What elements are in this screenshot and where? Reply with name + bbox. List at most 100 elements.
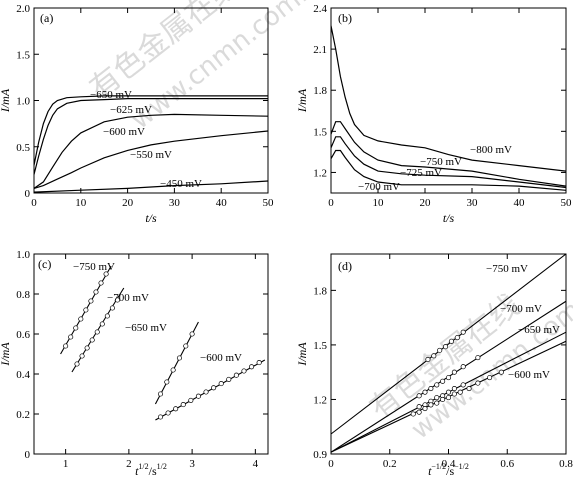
data-point xyxy=(422,389,428,395)
y-tick-label: 0.2 xyxy=(16,409,30,421)
data-point xyxy=(440,378,446,384)
x-axis-label-unit: /s xyxy=(149,464,157,478)
series-1: −800 mV xyxy=(330,25,567,172)
panel-d: 0 0.2 0.4 0.6 0.80.91.21.51.8(d)I/mAt−1/2/s−… xyxy=(295,253,573,478)
series-label: −550 mV xyxy=(130,149,172,161)
series-label: −750 mV xyxy=(420,156,462,168)
series-line xyxy=(33,180,269,193)
data-point xyxy=(74,361,80,367)
data-point xyxy=(98,280,104,286)
panel-label: (b) xyxy=(338,11,352,25)
x-tick-label: 0 xyxy=(31,197,37,209)
data-point xyxy=(451,385,457,392)
data-point xyxy=(211,385,217,391)
series-line xyxy=(33,95,268,166)
x-tick-label: 0 xyxy=(328,197,334,209)
x-axis-label: t1/2/s1/2 xyxy=(135,462,167,478)
series-label: −725 mV xyxy=(400,167,442,179)
series-line xyxy=(33,113,269,189)
y-tick-label: 1.8 xyxy=(313,285,327,297)
data-point xyxy=(195,393,201,399)
data-point xyxy=(428,402,434,408)
panel-c: 1 2 3 400.20.40.60.81.0(c)I/mAt1/2/s1/2−750… xyxy=(0,249,269,478)
y-tick-label: 0 xyxy=(25,188,31,200)
data-point xyxy=(109,305,115,311)
series-label: −450 mV xyxy=(160,178,202,190)
plot-frame xyxy=(330,7,567,194)
data-point xyxy=(188,397,194,403)
y-tick-label: 0.5 xyxy=(16,142,30,154)
x-axis-label-sup: −1/2 xyxy=(431,462,446,471)
series-label: −600 mV xyxy=(103,126,145,138)
y-tick-label: 1.2 xyxy=(313,167,327,179)
data-point xyxy=(416,404,422,410)
x-axis-label-unit-sup: −1/2 xyxy=(454,462,469,471)
data-point xyxy=(88,298,94,304)
y-tick-label: 1.5 xyxy=(313,340,327,352)
y-axis-label: I/mA xyxy=(295,342,309,367)
data-point xyxy=(241,368,247,374)
series-label: −750 mV xyxy=(73,261,115,273)
data-point xyxy=(79,353,85,359)
y-tick-label: 2.1 xyxy=(313,44,327,56)
data-point xyxy=(176,355,183,361)
x-axis-label: t/s xyxy=(145,211,157,225)
data-point xyxy=(218,381,224,387)
data-point xyxy=(434,400,440,406)
y-tick-label: 1.8 xyxy=(313,85,327,97)
series-2: −700 mV xyxy=(330,300,567,453)
y-axis-label: I/mA xyxy=(0,88,12,113)
data-point xyxy=(460,382,466,388)
data-point xyxy=(183,343,189,349)
data-point xyxy=(157,391,164,397)
data-point xyxy=(189,331,195,337)
data-point xyxy=(475,355,481,361)
data-point xyxy=(226,376,232,382)
x-axis-label-sup: 1/2 xyxy=(138,462,148,471)
series-label: −650 mV xyxy=(518,324,560,336)
y-tick-label: 0.4 xyxy=(16,369,30,381)
plot-frame xyxy=(33,253,269,455)
data-point xyxy=(89,337,95,343)
y-tick-label: 1.2 xyxy=(313,394,327,406)
y-tick-label: 1.0 xyxy=(16,249,30,261)
panel-label: (d) xyxy=(338,259,352,273)
data-point xyxy=(475,380,481,386)
series-3: −725 mV xyxy=(330,136,567,189)
data-point xyxy=(94,329,100,335)
x-axis-label-unit: /s xyxy=(446,464,454,478)
series-1: −750 mV xyxy=(60,261,115,355)
series-1: −750 mV xyxy=(330,253,567,435)
data-point xyxy=(114,297,121,303)
x-tick-label: 3 xyxy=(189,458,195,470)
series-4: −550 mV xyxy=(33,130,269,189)
data-point xyxy=(440,396,446,403)
data-point xyxy=(445,389,452,395)
series-2: −750 mV xyxy=(330,121,567,187)
data-point xyxy=(416,393,422,399)
series-line xyxy=(330,136,567,189)
data-point xyxy=(170,367,176,373)
data-point xyxy=(93,289,99,295)
data-point xyxy=(425,356,431,363)
data-point xyxy=(68,334,74,340)
x-tick-label: 0 xyxy=(328,458,334,470)
series-line xyxy=(330,121,567,187)
series-line xyxy=(33,98,268,175)
series-label: −600 mV xyxy=(200,352,242,364)
data-point xyxy=(173,406,179,412)
fit-line xyxy=(330,253,567,435)
y-axis-label: I/mA xyxy=(295,88,309,113)
data-point xyxy=(448,338,454,344)
data-point xyxy=(233,372,239,378)
series-label: −625 mV xyxy=(110,104,152,116)
series-label: −750 mV xyxy=(486,263,528,275)
y-tick-label: 0 xyxy=(25,449,31,461)
data-point xyxy=(256,360,262,366)
data-point xyxy=(84,345,90,351)
data-point xyxy=(434,395,440,401)
x-tick-label: 50 xyxy=(561,197,573,209)
data-point xyxy=(460,329,466,335)
series-4: −600 mV xyxy=(330,340,567,453)
